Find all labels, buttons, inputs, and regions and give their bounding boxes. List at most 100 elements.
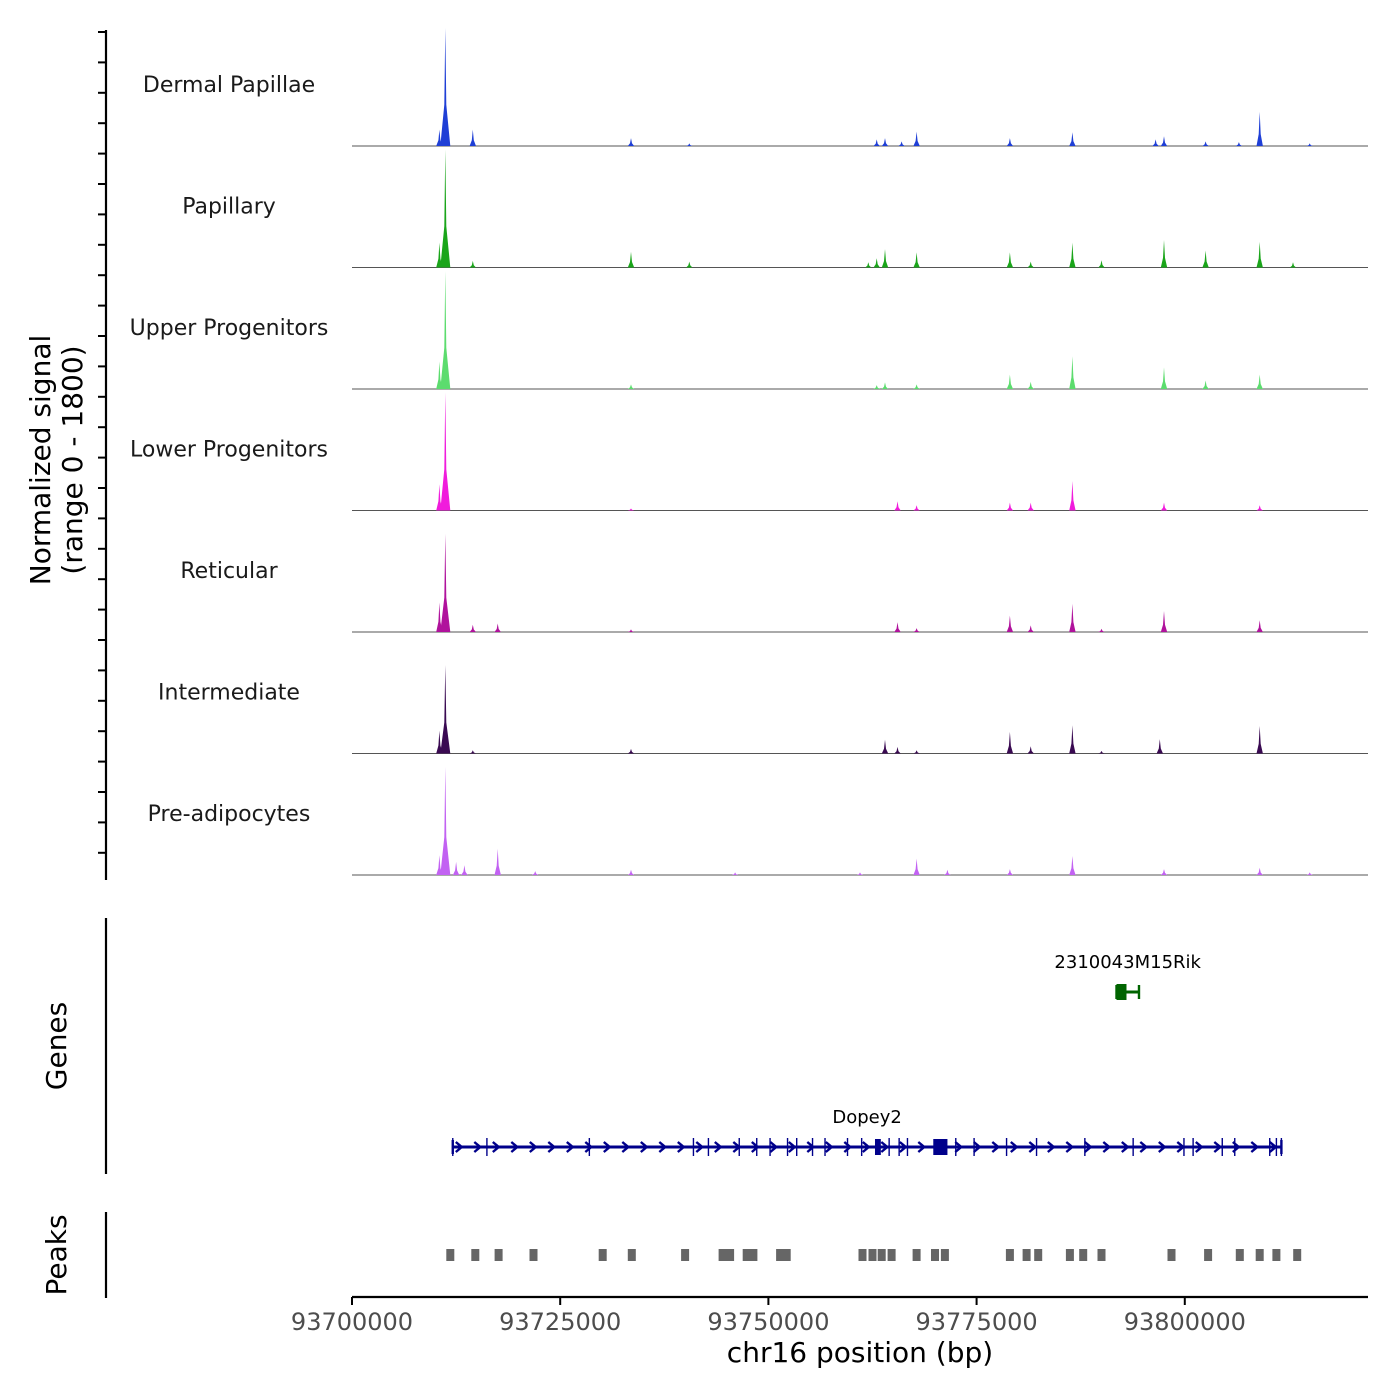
signal-peak <box>1027 625 1034 632</box>
gene-name: Dopey2 <box>832 1107 901 1128</box>
strand-chevron <box>1065 1141 1075 1153</box>
strand-chevron <box>1158 1141 1167 1153</box>
signal-peak <box>944 869 951 875</box>
signal-peak <box>1069 725 1076 754</box>
signal-peak <box>1069 132 1076 146</box>
peak-region <box>931 1249 939 1261</box>
peak-region <box>446 1249 455 1261</box>
strand-chevron <box>825 1141 834 1153</box>
signal-peak <box>856 872 864 875</box>
signal-peak <box>469 260 476 268</box>
peak-region <box>868 1249 877 1261</box>
signal-peak <box>494 848 501 875</box>
signal-peak <box>1152 139 1159 146</box>
strand-chevron <box>880 1141 890 1153</box>
peak-region <box>749 1249 758 1261</box>
gene: 2310043M15Rik <box>1054 952 1202 1000</box>
y-axis-title-line1: Normalized signal <box>24 335 57 586</box>
signal-peak <box>865 262 872 268</box>
strand-chevron <box>492 1141 501 1153</box>
track: Upper Progenitors <box>130 271 1368 390</box>
signal-peak <box>894 746 901 754</box>
peak-region <box>726 1249 735 1261</box>
signal-peak <box>894 501 901 511</box>
signal-peak <box>1069 856 1076 875</box>
peak-region <box>1034 1249 1043 1261</box>
genes-panel-label: Genes <box>40 1002 73 1090</box>
track: Papillary <box>182 149 1368 268</box>
signal-peak <box>436 242 443 268</box>
strand-chevron <box>1028 1141 1038 1153</box>
peak-region <box>1204 1249 1213 1261</box>
strand-chevron <box>455 1141 464 1153</box>
strand-chevron <box>1047 1141 1056 1153</box>
signal-peak <box>627 138 635 146</box>
signal-peak <box>1006 731 1014 754</box>
signal-peak <box>1306 872 1313 875</box>
signal-peak <box>627 748 635 754</box>
track: Lower Progenitors <box>130 392 1368 511</box>
strand-chevron <box>1139 1141 1149 1153</box>
peak-region <box>782 1249 791 1261</box>
signal-y-axis <box>98 30 108 880</box>
signal-peak <box>440 271 451 389</box>
signal-peak <box>913 858 920 875</box>
signal-peak <box>436 855 443 875</box>
signal-peak <box>1160 869 1168 875</box>
signal-peak <box>436 602 443 632</box>
signal-peak <box>436 484 443 511</box>
signal-peak <box>1006 615 1014 632</box>
signal-peak <box>627 629 635 632</box>
strand-chevron <box>640 1141 649 1153</box>
signal-peak <box>686 143 693 146</box>
signal-peak <box>627 384 635 389</box>
gene-annotations: 2310043M15Rik Dopey2 <box>451 952 1283 1156</box>
signal-peak <box>1069 481 1076 511</box>
peak-region <box>529 1249 538 1261</box>
track: Reticular <box>180 533 1368 633</box>
signal-peak <box>1006 502 1014 511</box>
gene: Dopey2 <box>451 1107 1283 1156</box>
strand-chevron <box>510 1141 520 1153</box>
strand-chevron <box>1010 1141 1019 1153</box>
strand-chevron <box>603 1141 612 1153</box>
peak-region <box>598 1249 607 1261</box>
signal-peak <box>731 872 739 875</box>
signal-peak <box>1202 141 1209 146</box>
signal-peak <box>1027 746 1034 754</box>
track-label: Papillary <box>182 195 276 220</box>
peak-region <box>1272 1249 1281 1261</box>
signal-peak <box>1098 260 1105 268</box>
peak-region <box>940 1249 949 1261</box>
exon-block <box>933 1139 948 1155</box>
signal-peak <box>1098 750 1105 754</box>
signal-peak <box>1006 374 1014 389</box>
signal-peak <box>1098 628 1105 632</box>
exon-block <box>1116 984 1127 1000</box>
exon-block <box>874 1139 881 1155</box>
strand-chevron <box>1102 1141 1112 1153</box>
strand-chevron <box>529 1141 538 1153</box>
signal-peak <box>913 131 920 146</box>
signal-peak <box>469 750 476 754</box>
strand-chevron <box>714 1141 723 1153</box>
peak-region <box>887 1249 896 1261</box>
strand-chevron <box>806 1141 816 1153</box>
strand-chevron <box>862 1141 871 1153</box>
signal-peak <box>1160 136 1168 146</box>
signal-peak <box>1160 367 1168 389</box>
signal-peak <box>894 622 901 632</box>
peak-region <box>776 1249 785 1261</box>
gene-name: 2310043M15Rik <box>1054 952 1201 973</box>
track-label: Intermediate <box>158 681 300 706</box>
signal-peak <box>452 861 460 875</box>
signal-peak <box>873 385 880 389</box>
peak-region <box>681 1249 690 1261</box>
peak-region <box>1005 1249 1014 1261</box>
strand-chevron <box>566 1141 575 1153</box>
signal-peak <box>627 251 635 268</box>
strand-chevron <box>788 1141 797 1153</box>
strand-chevron <box>769 1141 779 1153</box>
strand-chevron <box>843 1141 853 1153</box>
signal-peak <box>494 623 501 632</box>
